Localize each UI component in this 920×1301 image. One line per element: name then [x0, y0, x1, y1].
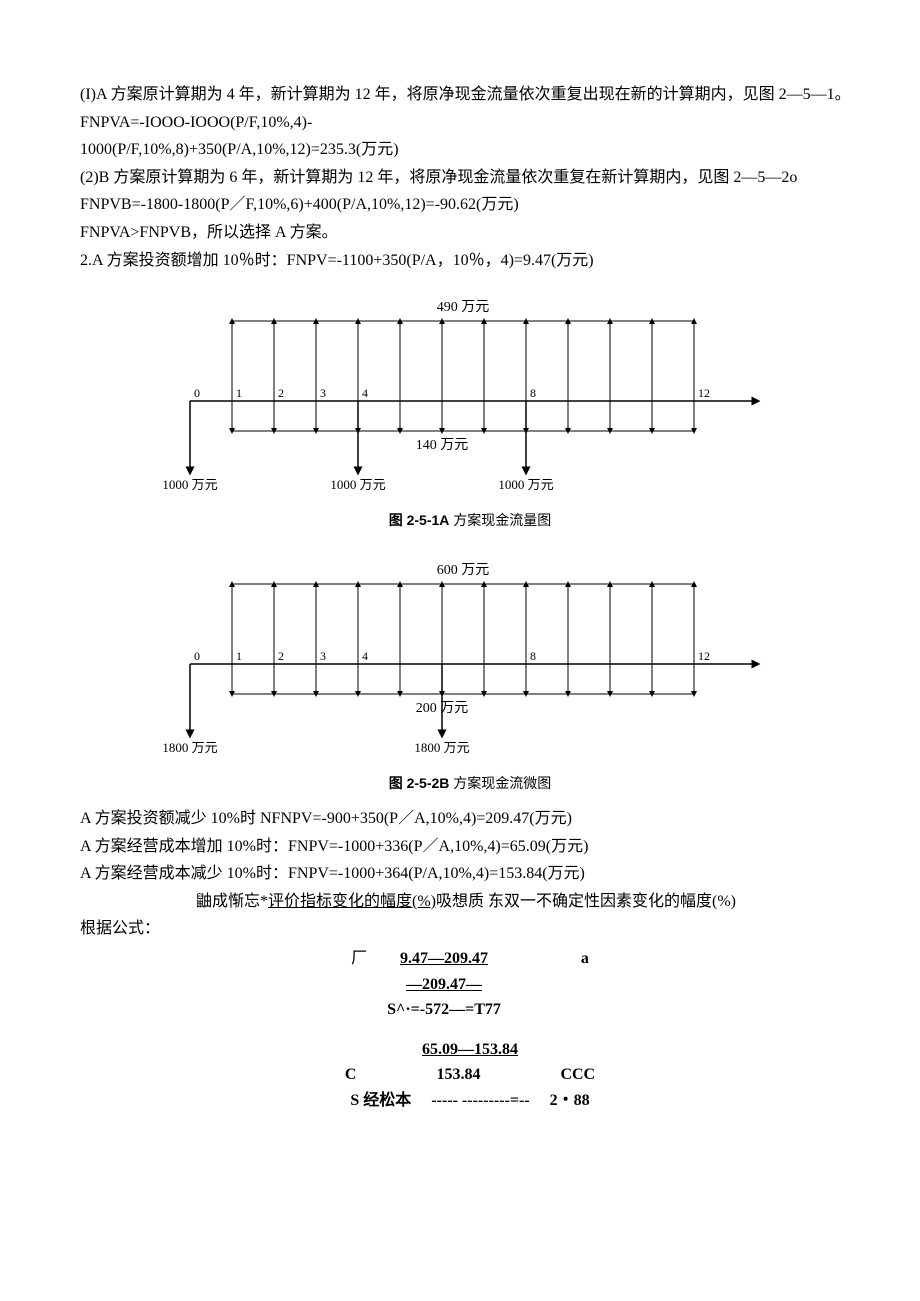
s2-right: CCC — [560, 1062, 595, 1088]
diagram-b-caption: 图 2-5-2B 方案现金流微图 — [80, 772, 860, 794]
caption-bold: 图 2-5-2B — [389, 775, 450, 791]
formula-line-3: FNPVB=-1800-1800(P／F,10%,6)+400(P/A,10%,… — [80, 192, 860, 218]
svg-text:4: 4 — [362, 649, 368, 663]
paragraph-2: (2)B 方案原计算期为 6 年，新计算期为 12 年，将原净现金流量依次重复在… — [80, 165, 860, 191]
s1-bot: S^·=-572—=T77 — [387, 997, 501, 1023]
paragraph-6: A 方案经营成本增加 10%时：FNPV=-1000+336(P／A,10%,4… — [80, 834, 860, 860]
s2-bot-right: 2・88 — [550, 1088, 590, 1114]
caption-bold: 图 2-5-1A — [389, 512, 450, 528]
paragraph-8: 鼬成惭忘*评价指标变化的幅度(%)吸想质 东双一不确定性因素变化的幅度(%) — [80, 889, 860, 915]
svg-text:2: 2 — [278, 386, 284, 400]
svg-text:3: 3 — [320, 386, 326, 400]
s2-bot-left: S 经松本 — [350, 1088, 411, 1114]
p11-suffix: 吸想质 东双一不确定性因素变化的幅度(%) — [436, 893, 736, 910]
formula-line-2: 1000(P/F,10%,8)+350(P/A,10%,12)=235.3(万元… — [80, 137, 860, 163]
s2-left: C — [345, 1062, 357, 1088]
svg-text:1: 1 — [236, 649, 242, 663]
svg-text:3: 3 — [320, 649, 326, 663]
formula-line-1: FNPVA=-IOOO-IOOO(P/F,10%,4)- — [80, 110, 860, 136]
svg-text:8: 8 — [530, 386, 536, 400]
s2-bot-mid: ----- ---------=-- — [431, 1088, 529, 1114]
svg-text:600 万元: 600 万元 — [437, 563, 490, 578]
s1-mid: —209.47— — [387, 972, 501, 998]
svg-text:0: 0 — [194, 386, 200, 400]
svg-text:1000 万元: 1000 万元 — [330, 477, 385, 492]
cashflow-diagram-a: 1000 万元1000 万元1000 万元490 万元140 万元0123481… — [150, 281, 790, 501]
paragraph-9: 根据公式： — [80, 916, 860, 942]
svg-text:0: 0 — [194, 649, 200, 663]
s1-top: 9.47—209.47 — [387, 946, 501, 972]
svg-text:12: 12 — [698, 649, 710, 663]
paragraph-7: A 方案经营成本减少 10%时：FNPV=-1000+364(P/A,10%,4… — [80, 861, 860, 887]
svg-text:12: 12 — [698, 386, 710, 400]
svg-text:1800 万元: 1800 万元 — [162, 740, 217, 755]
svg-text:4: 4 — [362, 386, 368, 400]
svg-text:1: 1 — [236, 386, 242, 400]
paragraph-5: A 方案投资额减少 10%时 NFNPV=-900+350(P／A,10%,4)… — [80, 806, 860, 832]
svg-text:1800 万元: 1800 万元 — [414, 740, 469, 755]
svg-text:1000 万元: 1000 万元 — [498, 477, 553, 492]
svg-text:140 万元: 140 万元 — [416, 438, 469, 453]
svg-text:8: 8 — [530, 649, 536, 663]
sensitivity-formula-1: 厂 9.47—209.47 —209.47— S^·=-572—=T77 a — [80, 946, 860, 1023]
caption-rest: 方案现金流量图 — [449, 512, 551, 528]
cashflow-diagram-b: 1800 万元1800 万元600 万元200 万元01234812 — [150, 544, 790, 764]
paragraph-1: (I)A 方案原计算期为 4 年，新计算期为 12 年，将原净现金流量依次重复出… — [80, 82, 860, 108]
s1-left: 厂 — [351, 946, 367, 972]
svg-text:1000 万元: 1000 万元 — [162, 477, 217, 492]
paragraph-3: FNPVA>FNPVB，所以选择 A 方案。 — [80, 220, 860, 246]
sensitivity-formula-2: 65.09—153.84 C 153.84 CCC S 经松本 ----- --… — [80, 1037, 860, 1114]
p11-prefix: 鼬成惭忘* — [80, 893, 268, 910]
s2-top: 65.09—153.84 — [80, 1037, 860, 1063]
paragraph-4: 2.A 方案投资额增加 10％时：FNPV=-1100+350(P/A，10％，… — [80, 248, 860, 274]
s2-mid: 153.84 — [436, 1062, 480, 1088]
svg-text:2: 2 — [278, 649, 284, 663]
svg-text:200 万元: 200 万元 — [416, 701, 469, 716]
p11-underline: 评价指标变化的幅度(%) — [268, 893, 436, 910]
caption-rest: 方案现金流微图 — [449, 775, 551, 791]
svg-text:490 万元: 490 万元 — [437, 300, 490, 315]
diagram-a-caption: 图 2-5-1A 方案现金流量图 — [80, 509, 860, 531]
s1-right: a — [581, 946, 589, 972]
